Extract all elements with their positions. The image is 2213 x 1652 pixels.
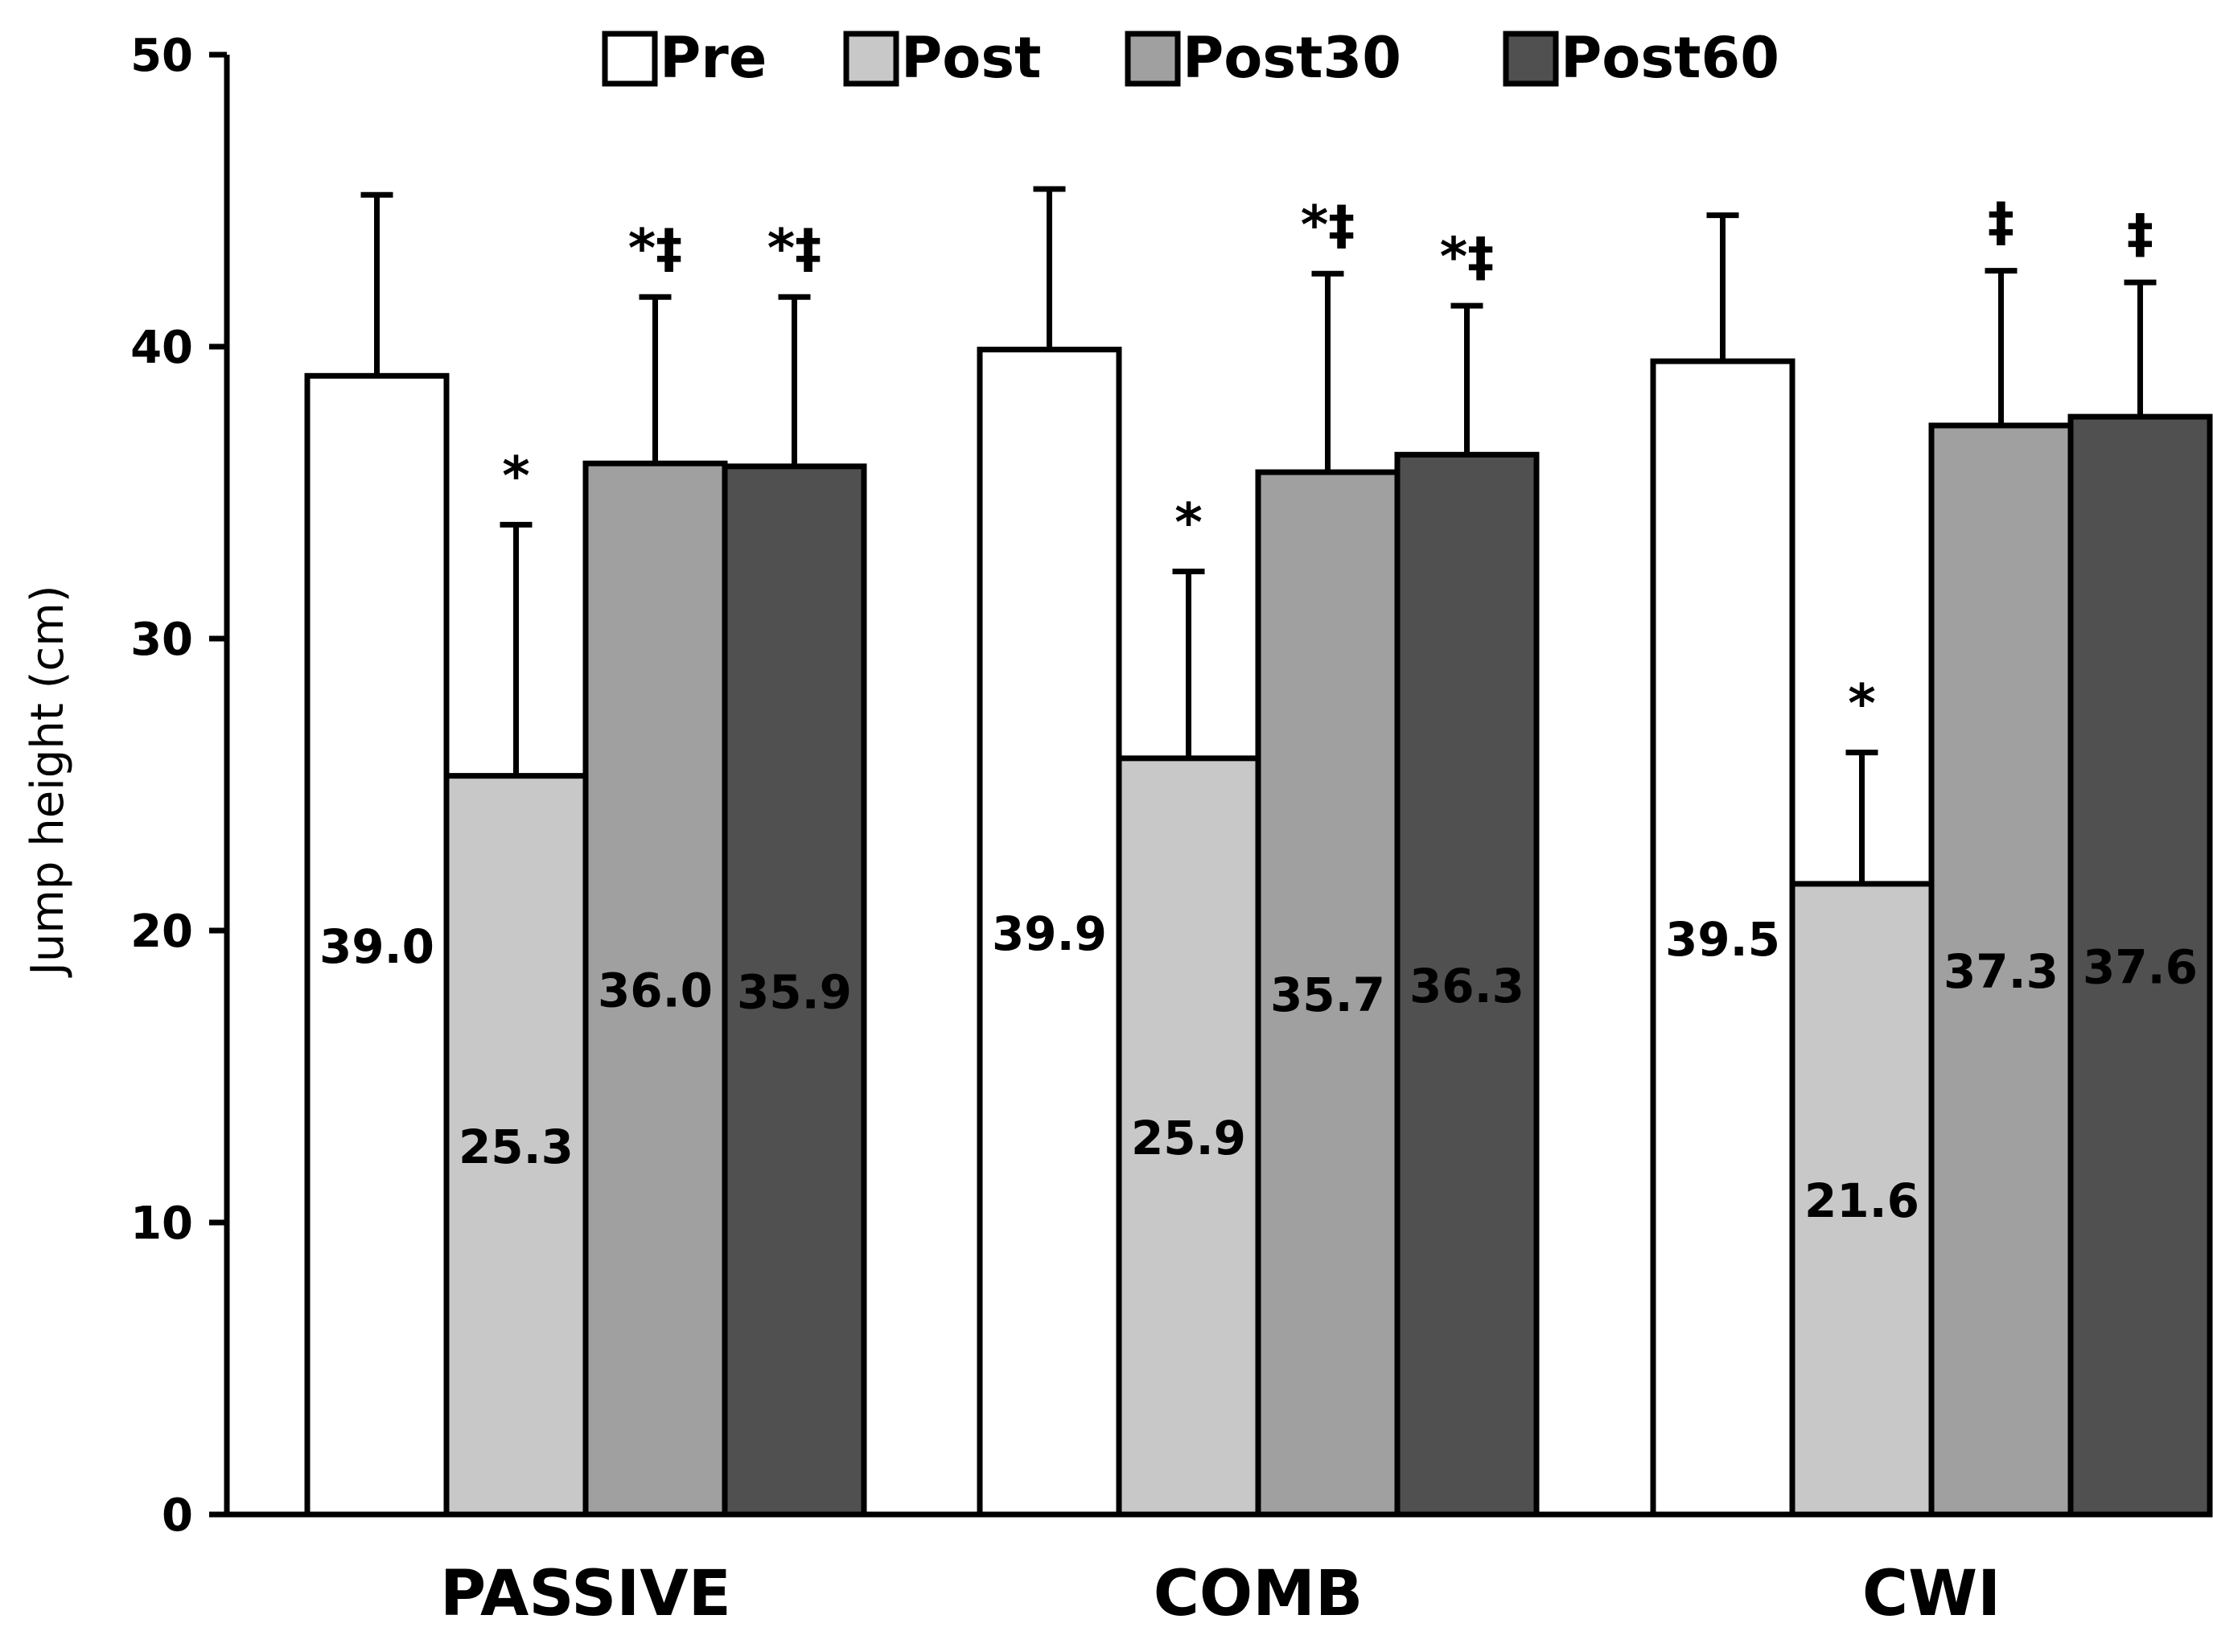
significance-mark: * <box>1848 673 1876 735</box>
legend-swatch <box>602 31 658 87</box>
data-label: 39.0 <box>319 919 434 974</box>
significance-mark: * <box>502 445 530 507</box>
legend-label: Post <box>901 25 1042 91</box>
data-label: 39.5 <box>1665 912 1780 967</box>
significance-mark: *‡ <box>1440 226 1495 288</box>
legend-swatch <box>1503 31 1559 87</box>
significance-mark: ‡ <box>1988 191 2014 253</box>
legend: Pre Post Post30 Post60 <box>602 25 1779 91</box>
data-label: 36.3 <box>1409 959 1524 1013</box>
y-axis-label: Jump height (cm) <box>22 585 74 977</box>
value-labels: 39.0 39.9 39.5 * 25.3 * 25.9 * 21.6 *‡ 36.0 *‡ 35.7 ‡… <box>319 191 2198 1228</box>
bar <box>2067 413 2213 1518</box>
bar <box>1394 451 1540 1518</box>
y-tick-label: 10 <box>130 1198 193 1250</box>
bars <box>304 347 2213 1518</box>
significance-mark: *‡ <box>628 217 683 279</box>
legend-label: Pre <box>660 25 767 91</box>
y-tick-label: 40 <box>130 322 193 374</box>
x-category-label: COMB <box>1154 1558 1364 1630</box>
data-label: 35.7 <box>1270 968 1385 1022</box>
x-category-label: PASSIVE <box>440 1558 731 1630</box>
data-label: 25.3 <box>459 1120 574 1174</box>
bar <box>1928 422 2074 1518</box>
legend-label: Post60 <box>1561 25 1779 91</box>
data-label: 37.3 <box>1944 944 2059 999</box>
legend-swatch <box>843 31 899 87</box>
y-tick-label: 30 <box>130 614 193 666</box>
data-label: 37.6 <box>2083 940 2198 995</box>
significance-mark: *‡ <box>1301 194 1355 256</box>
bar <box>722 463 867 1518</box>
bar <box>977 347 1122 1518</box>
x-category-label: CWI <box>1862 1558 2001 1630</box>
data-label: 25.9 <box>1131 1111 1246 1165</box>
legend-label: Post30 <box>1183 25 1401 91</box>
y-tick-label: 0 <box>162 1490 193 1542</box>
y-tick-label: 20 <box>130 906 193 958</box>
bar <box>443 773 589 1518</box>
y-tick-label: 50 <box>130 30 193 82</box>
significance-mark: * <box>1174 492 1203 554</box>
significance-mark: *‡ <box>767 217 822 279</box>
bar <box>1650 358 1795 1518</box>
error-bars <box>360 186 2157 884</box>
data-label: 36.0 <box>598 964 713 1018</box>
data-label: 35.9 <box>737 964 852 1019</box>
data-label: 21.6 <box>1804 1173 1919 1228</box>
significance-mark: ‡ <box>2127 203 2153 265</box>
data-label: 39.9 <box>992 906 1107 961</box>
legend-swatch <box>1125 31 1181 87</box>
